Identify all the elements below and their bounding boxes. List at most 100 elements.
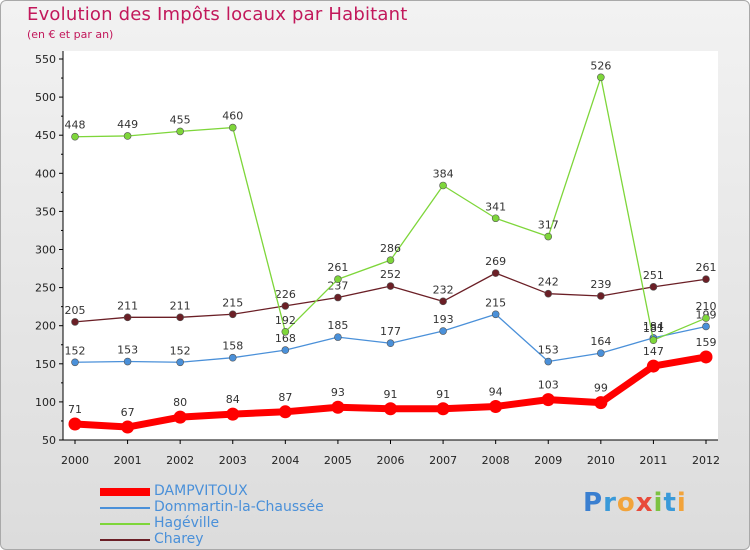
chart-title: Evolution des Impôts locaux par Habitant (27, 4, 408, 25)
data-label: 261 (696, 261, 717, 274)
data-point (228, 123, 237, 132)
data-point (384, 402, 397, 416)
data-label: 152 (65, 344, 86, 357)
data-point (541, 393, 555, 407)
data-label: 455 (170, 113, 191, 126)
data-label: 215 (222, 296, 243, 309)
legend-label: Dommartin-la-Chaussée (154, 499, 324, 515)
data-label: 185 (327, 319, 348, 332)
y-tick-label: 150 (35, 358, 56, 371)
data-point (491, 310, 500, 319)
data-point (702, 314, 710, 322)
data-label: 177 (380, 325, 401, 338)
data-point (281, 346, 290, 354)
data-label: 261 (327, 261, 348, 274)
data-point (702, 275, 710, 284)
data-point (334, 293, 342, 302)
data-label: 449 (117, 118, 138, 131)
data-point (123, 357, 132, 366)
data-label: 164 (590, 335, 611, 348)
data-point (699, 350, 713, 364)
x-tick-label: 2011 (639, 454, 667, 467)
data-point (121, 420, 135, 434)
data-point (68, 417, 82, 431)
data-label: 211 (117, 299, 138, 312)
data-point (173, 410, 187, 424)
data-label: 460 (222, 110, 243, 123)
data-point (123, 132, 132, 140)
data-point (489, 399, 503, 413)
data-label: 159 (696, 336, 717, 349)
data-point (646, 359, 660, 373)
data-label: 448 (65, 119, 86, 132)
data-label: 239 (590, 278, 611, 291)
data-point (597, 349, 605, 357)
data-label: 91 (384, 388, 398, 401)
data-point (123, 313, 132, 322)
data-point (544, 357, 553, 366)
data-point (386, 339, 395, 348)
data-label: 193 (433, 313, 454, 326)
x-tick-label: 2006 (377, 454, 405, 467)
data-label: 242 (538, 276, 559, 289)
data-label: 184 (643, 320, 664, 333)
y-tick-label: 200 (35, 320, 56, 333)
data-label: 215 (485, 296, 506, 309)
data-point (386, 256, 395, 264)
x-tick-label: 2010 (587, 454, 615, 467)
data-point (649, 336, 658, 344)
y-tick-label: 500 (35, 91, 56, 104)
y-tick-label: 300 (35, 244, 56, 257)
data-label: 94 (489, 385, 503, 398)
x-tick-label: 2003 (219, 454, 247, 467)
proxiti-logo: Proxiti (583, 488, 687, 518)
data-point (228, 310, 237, 319)
legend-swatch (100, 523, 150, 525)
data-point (176, 313, 184, 322)
data-label: 91 (436, 388, 450, 401)
data-label: 205 (65, 304, 86, 317)
data-point (439, 181, 447, 190)
data-point (281, 302, 290, 310)
legend-label: Hagéville (154, 515, 220, 531)
data-point (228, 353, 237, 362)
data-point (649, 283, 658, 291)
data-label: 384 (433, 167, 454, 180)
data-label: 93 (331, 386, 345, 399)
data-label: 87 (278, 391, 292, 404)
y-tick-label: 400 (35, 167, 56, 180)
data-point (597, 73, 605, 82)
data-label: 269 (485, 255, 506, 268)
data-label: 251 (643, 269, 664, 282)
data-label: 526 (590, 59, 611, 72)
data-point (176, 358, 184, 367)
x-tick-label: 2000 (61, 454, 89, 467)
data-label: 232 (433, 283, 454, 296)
data-point (544, 232, 553, 241)
data-label: 237 (327, 280, 348, 293)
data-label: 152 (170, 344, 191, 357)
x-tick-label: 2001 (114, 454, 142, 467)
data-point (278, 405, 292, 419)
data-label: 226 (275, 288, 296, 301)
data-point (491, 214, 500, 223)
data-point (439, 297, 447, 306)
legend-swatch (100, 539, 150, 541)
y-tick-label: 450 (35, 129, 56, 142)
data-label: 103 (538, 379, 559, 392)
data-point (594, 396, 608, 410)
data-point (71, 318, 79, 326)
data-point (226, 407, 240, 421)
y-tick-label: 350 (35, 205, 56, 218)
data-point (702, 322, 710, 331)
legend-label: Charey (154, 531, 204, 547)
data-point (331, 400, 345, 414)
data-point (386, 282, 395, 290)
data-label: 80 (173, 396, 187, 409)
data-label: 67 (121, 406, 135, 419)
data-point (281, 327, 290, 336)
y-tick-label: 100 (35, 396, 56, 409)
data-label: 211 (170, 299, 191, 312)
data-label: 84 (226, 393, 240, 406)
